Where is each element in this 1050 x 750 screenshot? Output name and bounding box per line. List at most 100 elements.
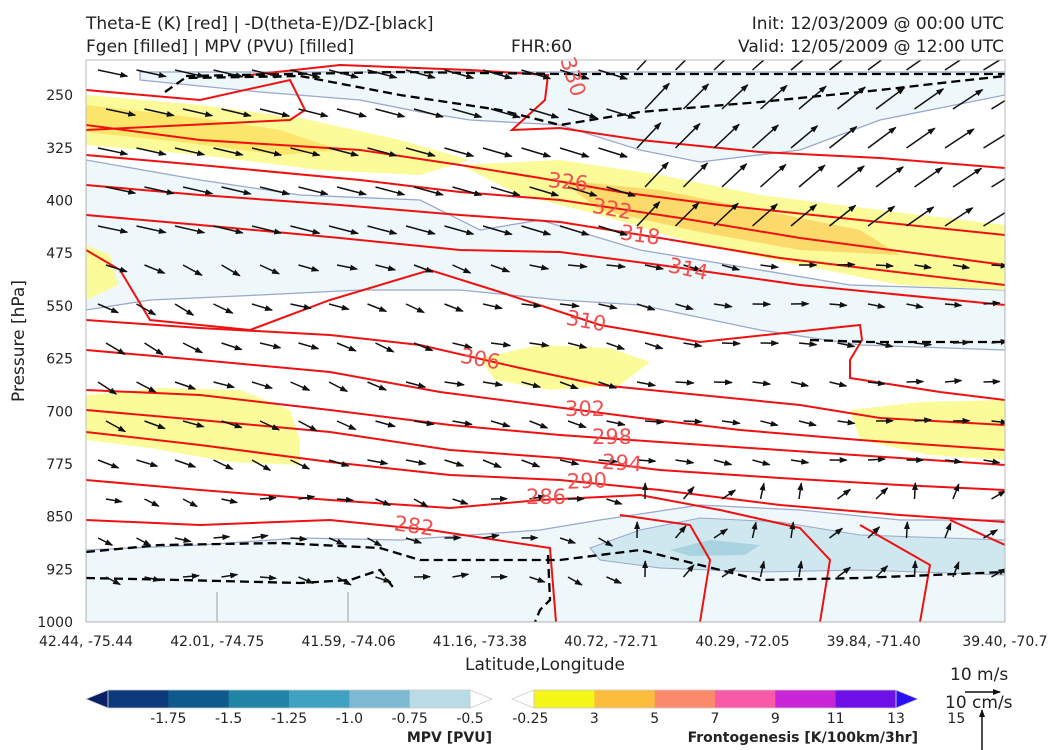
wind-vector — [105, 186, 137, 195]
wind-vector — [721, 264, 741, 271]
wind-vector — [911, 560, 918, 578]
wind-vector — [567, 263, 588, 270]
wind-vector — [328, 537, 345, 545]
wind-vector — [405, 225, 436, 235]
wind-vector — [298, 186, 329, 196]
wind-vector — [952, 561, 960, 578]
wind-vector — [567, 186, 598, 197]
x-tick-label: 39.40, -70.7 — [962, 634, 1047, 650]
wind-vector — [906, 206, 935, 227]
wind-vector — [105, 108, 137, 117]
wind-vector — [567, 576, 583, 586]
wind-vector — [682, 83, 710, 110]
wind-vector — [182, 498, 198, 508]
y-axis-label: Pressure [hPa] — [9, 280, 29, 402]
wind-vector — [452, 186, 483, 197]
wind-vector — [683, 341, 703, 348]
wind-vector — [952, 88, 984, 110]
wind-vector — [405, 69, 436, 79]
wind-vector — [682, 564, 695, 578]
wind-vector — [221, 498, 239, 504]
wind-vector — [559, 459, 580, 466]
wind-vector — [529, 264, 550, 271]
wind-vector — [529, 108, 560, 119]
x-axis-ticks: 42.44, -75.44 42.01, -74.75 41.59, -74.06 4… — [39, 592, 1048, 650]
y-tick-label: 1000 — [37, 615, 73, 631]
title-line-2: Fgen [filled] | MPV (PVU) [filled] — [86, 37, 355, 57]
wind-vector — [682, 162, 709, 188]
wind-vector — [790, 458, 810, 465]
fgen_colorbar-tick-label: 3 — [590, 711, 599, 727]
init-time: Init: 12/03/2009 @ 00:00 UTC — [751, 14, 1004, 34]
wind-vector — [721, 340, 741, 347]
theta-e-label-302: 302 — [565, 397, 605, 421]
wind-vector — [906, 127, 936, 149]
y-tick-label: 325 — [46, 141, 73, 157]
wind-vector — [375, 498, 392, 506]
wind-vector — [259, 574, 277, 581]
theta-e-line-298 — [86, 389, 1005, 466]
wind-vector — [213, 381, 236, 389]
wind-vector — [375, 186, 406, 196]
mpv_colorbar-tick-label: -1.0 — [336, 711, 363, 727]
fgen_colorbar-segment — [775, 690, 837, 708]
wind-vector — [644, 418, 665, 425]
wind-vector — [251, 225, 283, 235]
y-tick-label: 925 — [46, 562, 73, 578]
wind-vector — [336, 576, 352, 586]
wind-vector — [829, 527, 844, 539]
x-tick-label: 41.59, -74.06 — [302, 634, 396, 650]
wind-vector — [559, 537, 577, 544]
theta-e-line-330 — [249, 63, 1005, 169]
wind-vector — [367, 381, 388, 391]
wind-vector — [136, 69, 167, 78]
wind-vector — [983, 133, 1005, 149]
wind-vector — [213, 69, 244, 79]
wind-vector — [336, 186, 367, 196]
mpv_colorbar-tick-label: -0.5 — [456, 711, 483, 727]
fgen_colorbar-extend-low — [510, 689, 535, 709]
wind-vector — [521, 381, 542, 389]
y-tick-label: 775 — [46, 457, 73, 473]
wind-vector — [105, 342, 126, 355]
wind-vector — [952, 263, 971, 270]
theta-e-line-306 — [86, 319, 1005, 426]
wind-vector — [136, 147, 167, 156]
wind-vector — [328, 69, 359, 79]
wind-vector — [444, 380, 465, 387]
wind-vector — [521, 225, 552, 236]
x-axis-label: Latitude,Longitude — [465, 655, 625, 675]
wind-vector — [713, 302, 733, 309]
wind-vector — [675, 303, 694, 311]
wind-vector — [636, 457, 657, 464]
wind-vector — [251, 69, 283, 79]
wind-vector — [875, 342, 894, 349]
wind-vector — [136, 225, 167, 234]
wind-vector — [298, 342, 320, 350]
wind-vector — [213, 147, 244, 157]
wind-vector — [136, 459, 159, 468]
x-tick-label: 41.16, -73.38 — [433, 634, 527, 650]
fgen_colorbar-tick-label: 9 — [771, 711, 780, 727]
wind-vector — [829, 125, 858, 149]
wind-vector — [182, 342, 204, 354]
wind-vector — [751, 521, 758, 539]
wind-vector — [559, 69, 590, 80]
wind-vector — [837, 342, 856, 349]
wind-vector — [144, 420, 166, 430]
wind-vector — [567, 420, 587, 429]
wind-vector — [606, 576, 623, 584]
wind-vector — [675, 458, 695, 465]
y-tick-label: 550 — [46, 299, 73, 315]
wind-vector — [644, 264, 665, 271]
fgen_colorbar-segment — [835, 690, 897, 708]
wind-vector — [413, 186, 444, 196]
mpv_colorbar-segment — [108, 690, 169, 708]
wind-vector — [328, 381, 349, 393]
wind-vector — [97, 225, 129, 234]
wind-vector — [105, 264, 128, 273]
wind-vector — [521, 69, 552, 80]
wind-vector — [837, 86, 866, 110]
wind-vector — [867, 205, 896, 227]
